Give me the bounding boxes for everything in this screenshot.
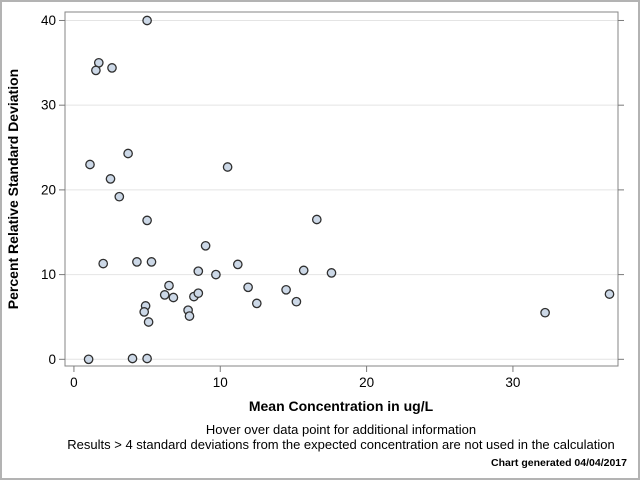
data-point[interactable]: 4, 0.1 xyxy=(127,353,138,364)
x-tick-label-30: 30 xyxy=(505,375,520,390)
data-point[interactable]: 15.7, 10.5 xyxy=(298,265,309,276)
data-point[interactable]: 36.6, 7.7 xyxy=(604,289,615,299)
data-point[interactable]: 1, 0 xyxy=(83,354,94,365)
data-point[interactable]: 15.2, 6.8 xyxy=(291,296,302,307)
gridlines xyxy=(65,19,618,360)
data-point[interactable]: 16.6, 16.5 xyxy=(311,214,322,225)
data-point[interactable]: 1.5, 34.1 xyxy=(91,65,101,76)
data-point[interactable]: 1.1, 23 xyxy=(85,159,95,170)
y-axis-tick-labels: 0 10 20 30 40 xyxy=(41,13,56,367)
data-point[interactable]: 6.2, 7.6 xyxy=(159,290,170,300)
data-point[interactable]: 9.7, 10 xyxy=(211,269,221,280)
y-axis-title: Percent Relative Standard Deviation xyxy=(5,69,21,309)
y-tick-label-0: 0 xyxy=(48,352,56,367)
data-point[interactable]: 6.5, 8.7 xyxy=(164,280,174,291)
data-point[interactable]: 2.6, 34.4 xyxy=(107,63,117,73)
data-point[interactable]: 11.9, 8.5 xyxy=(243,282,253,293)
data-point[interactable]: 5, 40 xyxy=(142,15,152,26)
data-point[interactable]: 5, 16.4 xyxy=(142,215,152,226)
plot-area-border xyxy=(64,11,619,367)
data-point[interactable]: 12.5, 6.6 xyxy=(251,298,262,309)
axis-ticks xyxy=(59,19,624,372)
data-point[interactable]: 5.3, 11.5 xyxy=(146,257,157,267)
y-tick-label-30: 30 xyxy=(41,98,56,113)
data-point[interactable]: 7.9, 5.1 xyxy=(184,311,195,321)
data-points: 5, 401.7, 351.5, 34.12.6, 34.43.7, 24.31… xyxy=(83,15,615,365)
x-tick-label-20: 20 xyxy=(359,375,374,390)
data-point[interactable]: 5.1, 4.4 xyxy=(143,317,154,327)
data-point[interactable]: 17.6, 10.2 xyxy=(326,268,337,278)
x-tick-label-0: 0 xyxy=(70,375,78,390)
x-axis-tick-labels: 0 10 20 30 xyxy=(70,375,520,390)
data-point[interactable]: 8.5, 10.4 xyxy=(193,266,204,277)
data-point[interactable]: 32.2, 5.5 xyxy=(540,307,550,318)
data-point[interactable]: 4.3, 11.5 xyxy=(132,257,142,267)
y-tick-label-10: 10 xyxy=(41,267,56,282)
data-point[interactable]: 3.7, 24.3 xyxy=(123,148,133,159)
data-point[interactable]: 5, 0.1 xyxy=(142,353,152,364)
data-point[interactable]: 6.8, 7.3 xyxy=(168,292,179,303)
data-point[interactable]: 4.8, 5.6 xyxy=(139,307,150,317)
y-tick-label-40: 40 xyxy=(41,13,56,28)
footnote-results-note: Results > 4 standard deviations from the… xyxy=(67,437,614,452)
data-point[interactable]: 8.5, 7.8 xyxy=(193,288,204,299)
y-tick-label-20: 20 xyxy=(41,182,56,197)
footnote-hover-info: Hover over data point for additional inf… xyxy=(206,422,476,437)
x-tick-label-10: 10 xyxy=(213,375,228,390)
data-point[interactable]: 11.2, 11.2 xyxy=(232,259,243,270)
data-point[interactable]: 2, 11.3 xyxy=(98,258,109,269)
data-point[interactable]: 9, 13.4 xyxy=(200,240,211,251)
data-point[interactable]: 3.1, 19.2 xyxy=(114,191,125,202)
data-point[interactable]: 10.5, 22.7 xyxy=(222,162,233,172)
data-point[interactable]: 14.5, 8.2 xyxy=(281,284,291,295)
x-axis-title: Mean Concentration in ug/L xyxy=(249,398,434,414)
chart-generated-timestamp: Chart generated 04/04/2017 xyxy=(491,457,627,469)
data-point[interactable]: 2.5, 21.3 xyxy=(105,174,116,184)
